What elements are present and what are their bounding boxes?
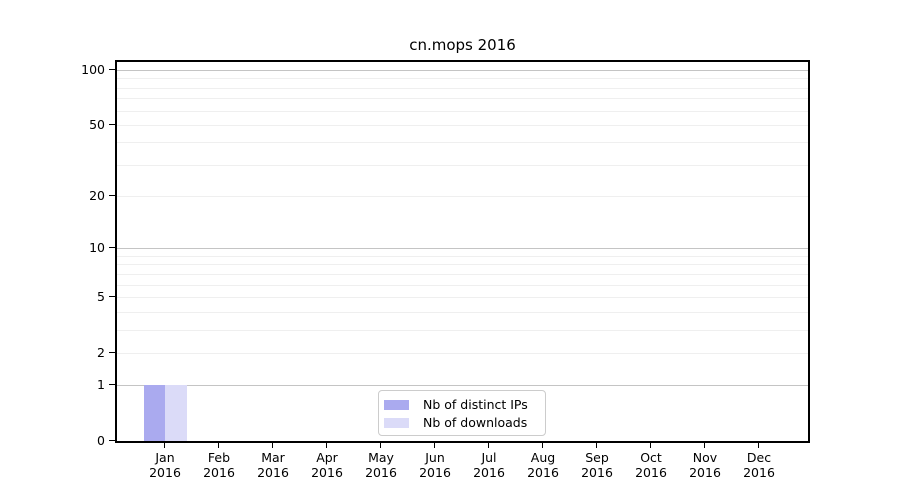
x-tick-mark	[434, 443, 435, 448]
gridline-minor	[117, 196, 808, 198]
gridline-minor	[117, 329, 808, 331]
x-tick-month: Apr	[316, 450, 338, 465]
x-tick-year: 2016	[581, 465, 613, 480]
legend-item: Nb of distinct IPs	[384, 396, 539, 413]
gridline-minor	[117, 255, 808, 257]
x-tick-year: 2016	[311, 465, 343, 480]
legend-label: Nb of distinct IPs	[423, 397, 528, 412]
x-tick-mark	[380, 443, 381, 448]
y-tick-label: 10	[89, 240, 105, 256]
x-tick-mark	[218, 443, 219, 448]
legend-item: Nb of downloads	[384, 414, 539, 431]
x-tick-mark	[488, 443, 489, 448]
x-tick-label: Jul 2016	[459, 450, 519, 480]
x-tick-label: Oct 2016	[621, 450, 681, 480]
legend-swatch	[384, 399, 409, 410]
x-tick-year: 2016	[689, 465, 721, 480]
y-tick-mark	[109, 247, 115, 249]
gridline-minor	[117, 124, 808, 126]
gridline-major	[117, 248, 808, 250]
x-tick-month: Aug	[530, 450, 556, 465]
gridline-minor	[117, 78, 808, 80]
x-tick-label: Jun 2016	[405, 450, 465, 480]
x-tick-label: Feb 2016	[189, 450, 249, 480]
legend-swatch	[384, 417, 409, 428]
x-tick-mark	[758, 443, 759, 448]
x-tick-year: 2016	[419, 465, 451, 480]
plot-inner	[117, 62, 808, 441]
x-tick-year: 2016	[203, 465, 235, 480]
x-tick-year: 2016	[635, 465, 667, 480]
x-tick-label: Sep 2016	[567, 450, 627, 480]
y-tick-label: 1	[97, 377, 105, 393]
x-tick-label: Nov 2016	[675, 450, 735, 480]
x-tick-month: Jun	[425, 450, 445, 465]
bar-distinct-ips	[143, 385, 165, 441]
x-tick-mark	[326, 443, 327, 448]
legend: Nb of distinct IPs Nb of downloads	[378, 390, 546, 436]
gridline-major	[117, 385, 808, 387]
x-tick-month: Nov	[692, 450, 718, 465]
gridline-minor	[117, 311, 808, 313]
x-tick-mark	[704, 443, 705, 448]
x-tick-month: May	[368, 450, 394, 465]
y-tick-label: 5	[97, 288, 105, 304]
x-tick-label: Jan 2016	[135, 450, 195, 480]
y-tick-mark	[109, 351, 115, 353]
y-tick-mark	[109, 440, 115, 441]
x-tick-label: Mar 2016	[243, 450, 303, 480]
y-tick-mark	[109, 69, 115, 70]
x-tick-label: Dec 2016	[729, 450, 789, 480]
gridline-minor	[117, 110, 808, 112]
x-tick-year: 2016	[257, 465, 289, 480]
gridline-minor	[117, 284, 808, 286]
x-tick-label: May 2016	[351, 450, 411, 480]
y-tick-label: 100	[81, 62, 105, 77]
y-tick-mark	[109, 295, 115, 297]
x-tick-year: 2016	[149, 465, 181, 480]
gridline-minor	[117, 264, 808, 266]
y-tick-label: 0	[97, 433, 105, 448]
x-tick-month: Sep	[585, 450, 609, 465]
gridline-minor	[117, 142, 808, 144]
x-tick-year: 2016	[527, 465, 559, 480]
y-tick-label: 20	[89, 188, 105, 204]
y-tick-mark	[109, 123, 115, 125]
gridline-minor	[117, 296, 808, 298]
x-tick-label: Aug 2016	[513, 450, 573, 480]
legend-label: Nb of downloads	[423, 415, 528, 430]
x-tick-month: Mar	[261, 450, 285, 465]
y-tick-label: 50	[89, 116, 105, 132]
gridline-minor	[117, 164, 808, 166]
x-tick-year: 2016	[365, 465, 397, 480]
chart-title: cn.mops 2016	[409, 36, 516, 54]
x-tick-mark	[272, 443, 273, 448]
gridline-major	[117, 70, 808, 71]
x-tick-mark	[650, 443, 651, 448]
y-tick-mark	[109, 195, 115, 197]
y-tick-label: 2	[97, 344, 105, 360]
gridline-minor	[117, 87, 808, 89]
x-tick-month: Dec	[746, 450, 772, 465]
gridline-minor	[117, 352, 808, 354]
x-tick-month: Feb	[207, 450, 231, 465]
y-tick-mark	[109, 384, 115, 386]
x-tick-month: Jul	[481, 450, 497, 465]
x-tick-month: Jan	[155, 450, 175, 465]
x-tick-mark	[164, 443, 165, 448]
x-tick-year: 2016	[743, 465, 775, 480]
x-tick-mark	[596, 443, 597, 448]
x-tick-label: Apr 2016	[297, 450, 357, 480]
bar-downloads	[165, 385, 187, 441]
gridline-minor	[117, 273, 808, 275]
gridline-minor	[117, 98, 808, 100]
plot-area	[115, 60, 810, 443]
x-tick-month: Oct	[640, 450, 662, 465]
x-tick-year: 2016	[473, 465, 505, 480]
x-tick-mark	[542, 443, 543, 448]
